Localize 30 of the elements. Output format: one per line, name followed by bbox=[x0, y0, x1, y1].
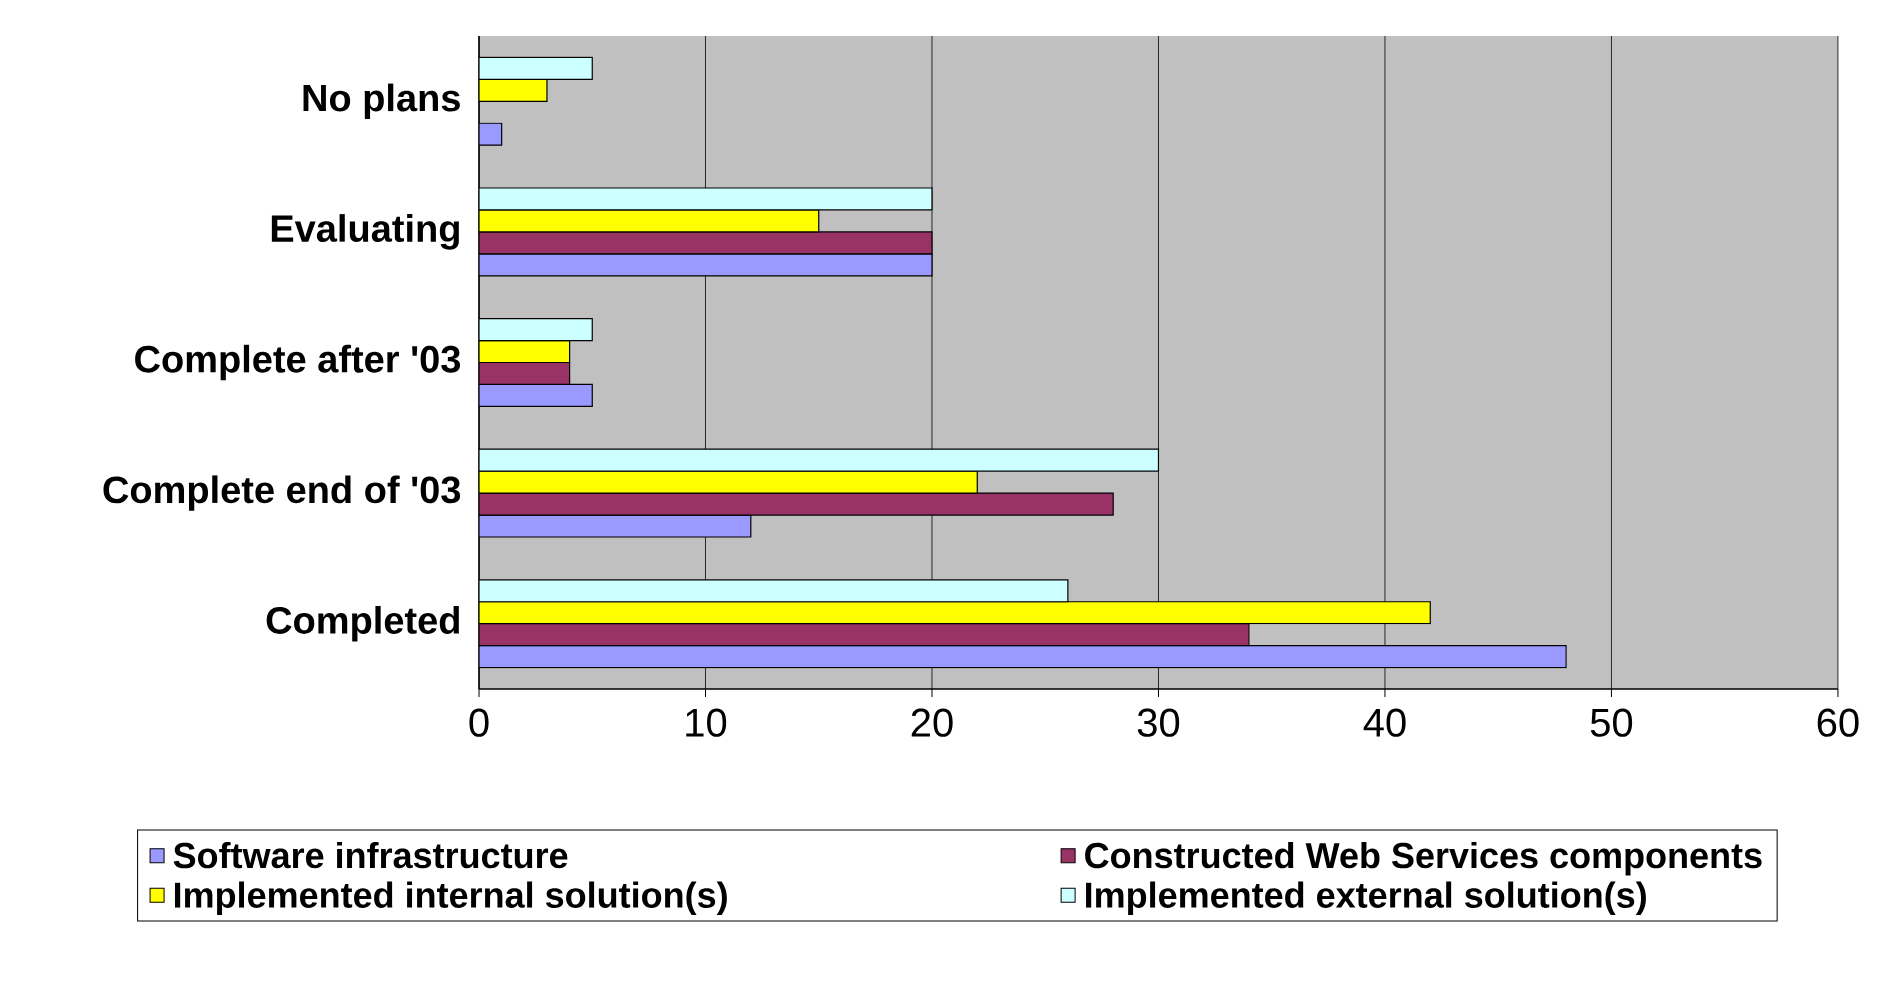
y-tick-label: Evaluating bbox=[271, 214, 459, 250]
x-tick-label: 50 bbox=[1590, 708, 1633, 737]
bar bbox=[479, 339, 571, 364]
bar bbox=[479, 78, 548, 102]
bar bbox=[479, 623, 1250, 647]
bar bbox=[479, 209, 820, 233]
x-tick-label: 60 bbox=[1817, 708, 1859, 737]
y-tick-label: Completed bbox=[266, 605, 459, 642]
legend-label: Implemented internal solution(s) bbox=[174, 881, 727, 916]
bar bbox=[479, 492, 1114, 516]
legend-label: Software infrastructure bbox=[173, 841, 568, 869]
bar bbox=[479, 448, 1160, 472]
x-tick-label: 20 bbox=[911, 708, 953, 737]
y-tick-label: Complete after '03 bbox=[135, 344, 461, 381]
bar bbox=[479, 579, 1069, 603]
bar bbox=[479, 361, 571, 386]
x-tick-label: 10 bbox=[686, 708, 727, 737]
y-tick-label: Complete end of '03 bbox=[103, 475, 461, 511]
bar bbox=[479, 318, 593, 342]
bar bbox=[479, 187, 933, 211]
legend-label: Constructed Web Services components bbox=[1085, 841, 1762, 876]
x-tick-label: 30 bbox=[1137, 708, 1180, 737]
x-tick-label: 40 bbox=[1363, 708, 1406, 737]
bar bbox=[479, 56, 593, 80]
x-tick-label: 0 bbox=[469, 708, 489, 737]
legend-label: Implemented external solution(s) bbox=[1086, 881, 1646, 916]
bar bbox=[479, 601, 1431, 625]
y-tick-label: No plans bbox=[303, 83, 460, 120]
bar bbox=[479, 470, 978, 494]
bar bbox=[479, 231, 933, 255]
